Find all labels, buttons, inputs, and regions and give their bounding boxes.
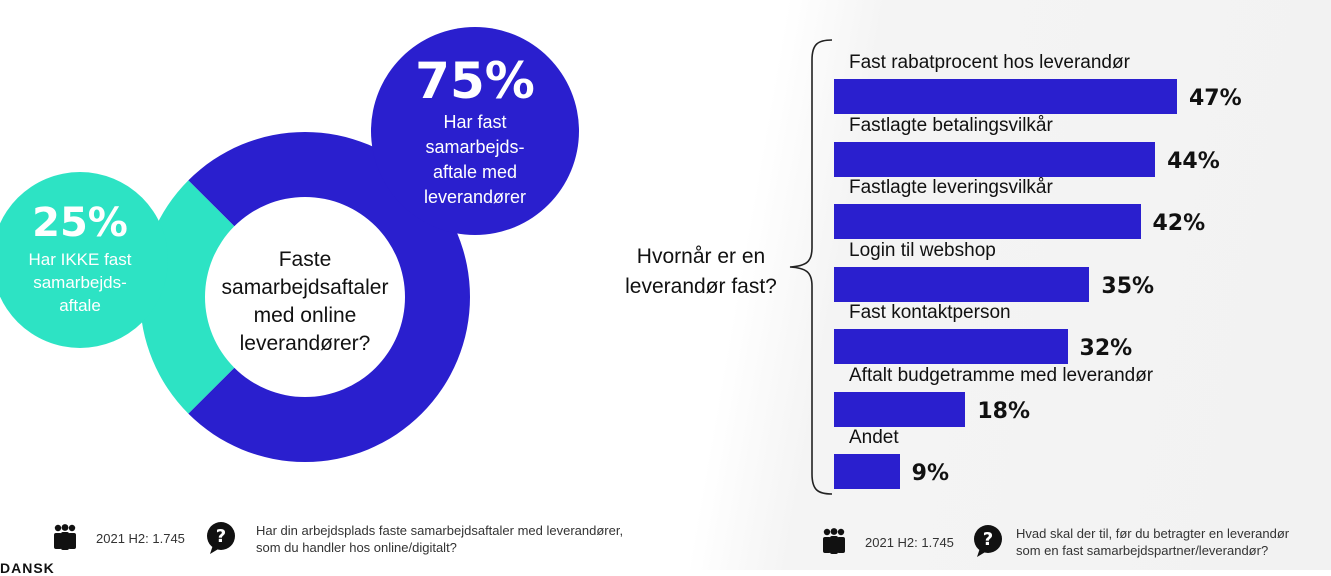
footer-right-q-line-2: som en fast samarbejdspartner/leverandør…: [1016, 543, 1269, 558]
donut-chart: [0, 27, 579, 462]
bar-value-label: 32%: [1079, 336, 1133, 361]
no-line-1: Har IKKE fast: [28, 250, 132, 269]
yes-bubble-text: 75% Har fast samarbejds- aftale med leve…: [385, 52, 565, 210]
question-bubble-icon: ?: [974, 525, 1002, 557]
bar-label: Fastlagte leveringsvilkår: [849, 177, 1053, 198]
question-bubble-icon: ?: [207, 522, 235, 554]
no-line-2: samarbejds-: [33, 273, 127, 292]
people-icon: [823, 528, 845, 554]
bar-label: Fast rabatprocent hos leverandør: [849, 52, 1130, 73]
bar-value-label: 18%: [977, 398, 1031, 424]
bar-value-label: 35%: [1101, 273, 1155, 299]
no-percent: 25%: [32, 200, 128, 246]
bar: [834, 79, 1177, 114]
svg-text:?: ?: [216, 526, 226, 547]
bar-value-label: 44%: [1167, 148, 1220, 174]
bar: [834, 204, 1141, 239]
footer-left: 2021 H2: 1.745 ? Har din arbejdsplads fa…: [0, 518, 700, 563]
footer-right-question: Hvad skal der til, før du betragter en l…: [1016, 525, 1289, 559]
bar-label: Aftalt budgetramme med leverandør: [849, 364, 1154, 386]
yes-percent: 75%: [415, 52, 535, 110]
bar-label: Fast kontaktperson: [849, 302, 1011, 323]
donut-slice-yes: [188, 131, 470, 462]
bars-q-line-2: leverandør fast?: [625, 275, 777, 298]
bar-value-label: 42%: [1152, 211, 1206, 236]
yes-line-4: leverandører: [423, 187, 527, 207]
bar-value-label: 9%: [911, 461, 950, 486]
footer-right-q-line-1: Hvad skal der til, før du betragter en l…: [1016, 526, 1290, 541]
bar-value-label: 47%: [1189, 86, 1242, 111]
footer-left-q-line-1: Har din arbejdsplads faste samarbejdsaft…: [256, 523, 624, 538]
no-bubble-text: 25% Har IKKE fast samarbejds- aftale: [0, 198, 160, 317]
footer-left-q-line-2: som du handler hos online/digitalt?: [256, 540, 457, 555]
bars-q-line-1: Hvornår er en: [636, 245, 766, 268]
bar-label: Fastlagte betalingsvilkår: [849, 114, 1053, 136]
footer-right-sample: 2021 H2: 1.745: [865, 535, 954, 550]
yes-line-3: aftale med: [432, 162, 518, 182]
bar: [834, 391, 966, 427]
yes-line-2: samarbejds-: [425, 137, 525, 157]
corner-logo-text: DANSK: [0, 560, 55, 576]
bar: [834, 454, 900, 489]
bar-label: Andet: [849, 427, 899, 448]
svg-text:?: ?: [983, 529, 993, 550]
bar: [834, 141, 1156, 177]
no-line-3: aftale: [59, 296, 101, 315]
donut-center-question: Faste samarbejdsaftaler med online lever…: [200, 246, 410, 358]
bar: [834, 329, 1068, 364]
yes-bubble: [371, 27, 579, 235]
center-line-3: med online: [253, 304, 357, 327]
bar-label: Login til webshop: [849, 239, 996, 261]
footer-left-sample: 2021 H2: 1.745: [96, 531, 185, 546]
bar-chart-question: Hvornår er en leverandør fast?: [606, 242, 796, 302]
center-line-2: samarbejdsaftaler: [221, 276, 389, 299]
footer-right: 2021 H2: 1.745 ? Hvad skal der til, før …: [800, 522, 1331, 567]
yes-line-1: Har fast: [443, 112, 507, 132]
footer-left-question: Har din arbejdsplads faste samarbejdsaft…: [256, 522, 623, 556]
people-icon: [54, 524, 76, 550]
center-line-4: leverandører?: [239, 332, 371, 355]
bar: [834, 266, 1090, 302]
center-line-1: Faste: [278, 248, 332, 271]
no-bubble: [0, 172, 168, 348]
curly-brace: [789, 39, 833, 495]
